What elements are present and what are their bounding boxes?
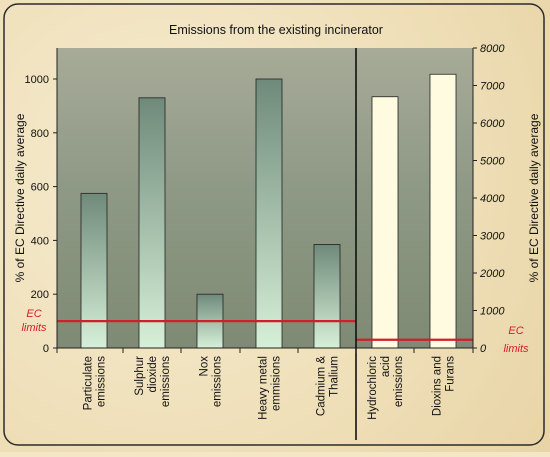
y-tick-label-left-1000: 1000 xyxy=(25,74,49,86)
category-label-left-3-line-2: emissions xyxy=(212,356,224,407)
y-tick-label-left-200: 200 xyxy=(31,289,49,301)
category-label-left-2-line-3: emissions xyxy=(160,356,172,407)
y-tick-label-left-400: 400 xyxy=(31,235,49,247)
category-label-right-1-line-3: emissions xyxy=(393,356,405,407)
bar-left-4 xyxy=(255,78,283,349)
category-label-right-1-line-1: Hydrochloric xyxy=(367,356,379,420)
category-label-left-4-line-1: Heavy metal xyxy=(258,356,270,420)
category-label-right-1-line-2: acid xyxy=(380,356,392,377)
ec-label-left-line2: limits xyxy=(21,322,47,334)
y-tick-label-right-4000: 4000 xyxy=(480,193,505,205)
bar-left-2 xyxy=(138,97,166,349)
y-tick-label-left-800: 800 xyxy=(31,128,49,140)
bar-right-1 xyxy=(371,96,399,349)
bar-left-1 xyxy=(80,192,108,349)
category-label-right-2-line-2: Furans xyxy=(445,356,457,392)
category-label-left-2-line-2: dioxide xyxy=(147,356,159,392)
y-tick-label-right-1000: 1000 xyxy=(480,306,505,318)
category-label-left-1-line-2: emissions xyxy=(96,356,108,407)
category-label-left-2-line-1: Sulphur xyxy=(134,356,146,396)
y-tick-label-right-7000: 7000 xyxy=(480,81,505,93)
y-tick-label-right-8000: 8000 xyxy=(480,43,505,55)
y-tick-label-right-5000: 5000 xyxy=(480,156,505,168)
chart-title: Emissions from the existing incinerator xyxy=(169,23,383,37)
outer-frame-border xyxy=(3,3,545,446)
y-axis-label-left: % of EC Directive daily average xyxy=(13,113,27,282)
y-tick-label-right-3000: 3000 xyxy=(480,231,505,243)
y-tick-label-left-0: 0 xyxy=(43,343,49,355)
bar-right-2 xyxy=(429,73,457,349)
y-tick-label-left-600: 600 xyxy=(31,182,49,194)
ec-label-right-line1: EC xyxy=(508,325,523,337)
category-label-left-4-line-2: emmisions xyxy=(271,356,283,411)
y-axis-label-right: % of EC Directive daily average xyxy=(527,113,541,282)
ec-label-left-line1: EC xyxy=(26,308,41,320)
category-label-left-1-line-1: Particulate xyxy=(83,356,95,410)
y-tick-label-right-6000: 6000 xyxy=(480,118,505,130)
category-label-left-3-line-1: Nox xyxy=(199,356,211,377)
ec-label-right-line2: limits xyxy=(503,343,529,355)
bar-left-5 xyxy=(313,244,341,349)
category-label-right-2-line-1: Dioxins and xyxy=(432,356,444,416)
y-tick-label-right-2000: 2000 xyxy=(479,268,505,280)
y-tick-label-right-0: 0 xyxy=(480,343,487,355)
category-label-left-5-line-2: Thalium xyxy=(329,356,341,397)
category-label-left-5-line-1: Cadmium & xyxy=(316,356,328,416)
